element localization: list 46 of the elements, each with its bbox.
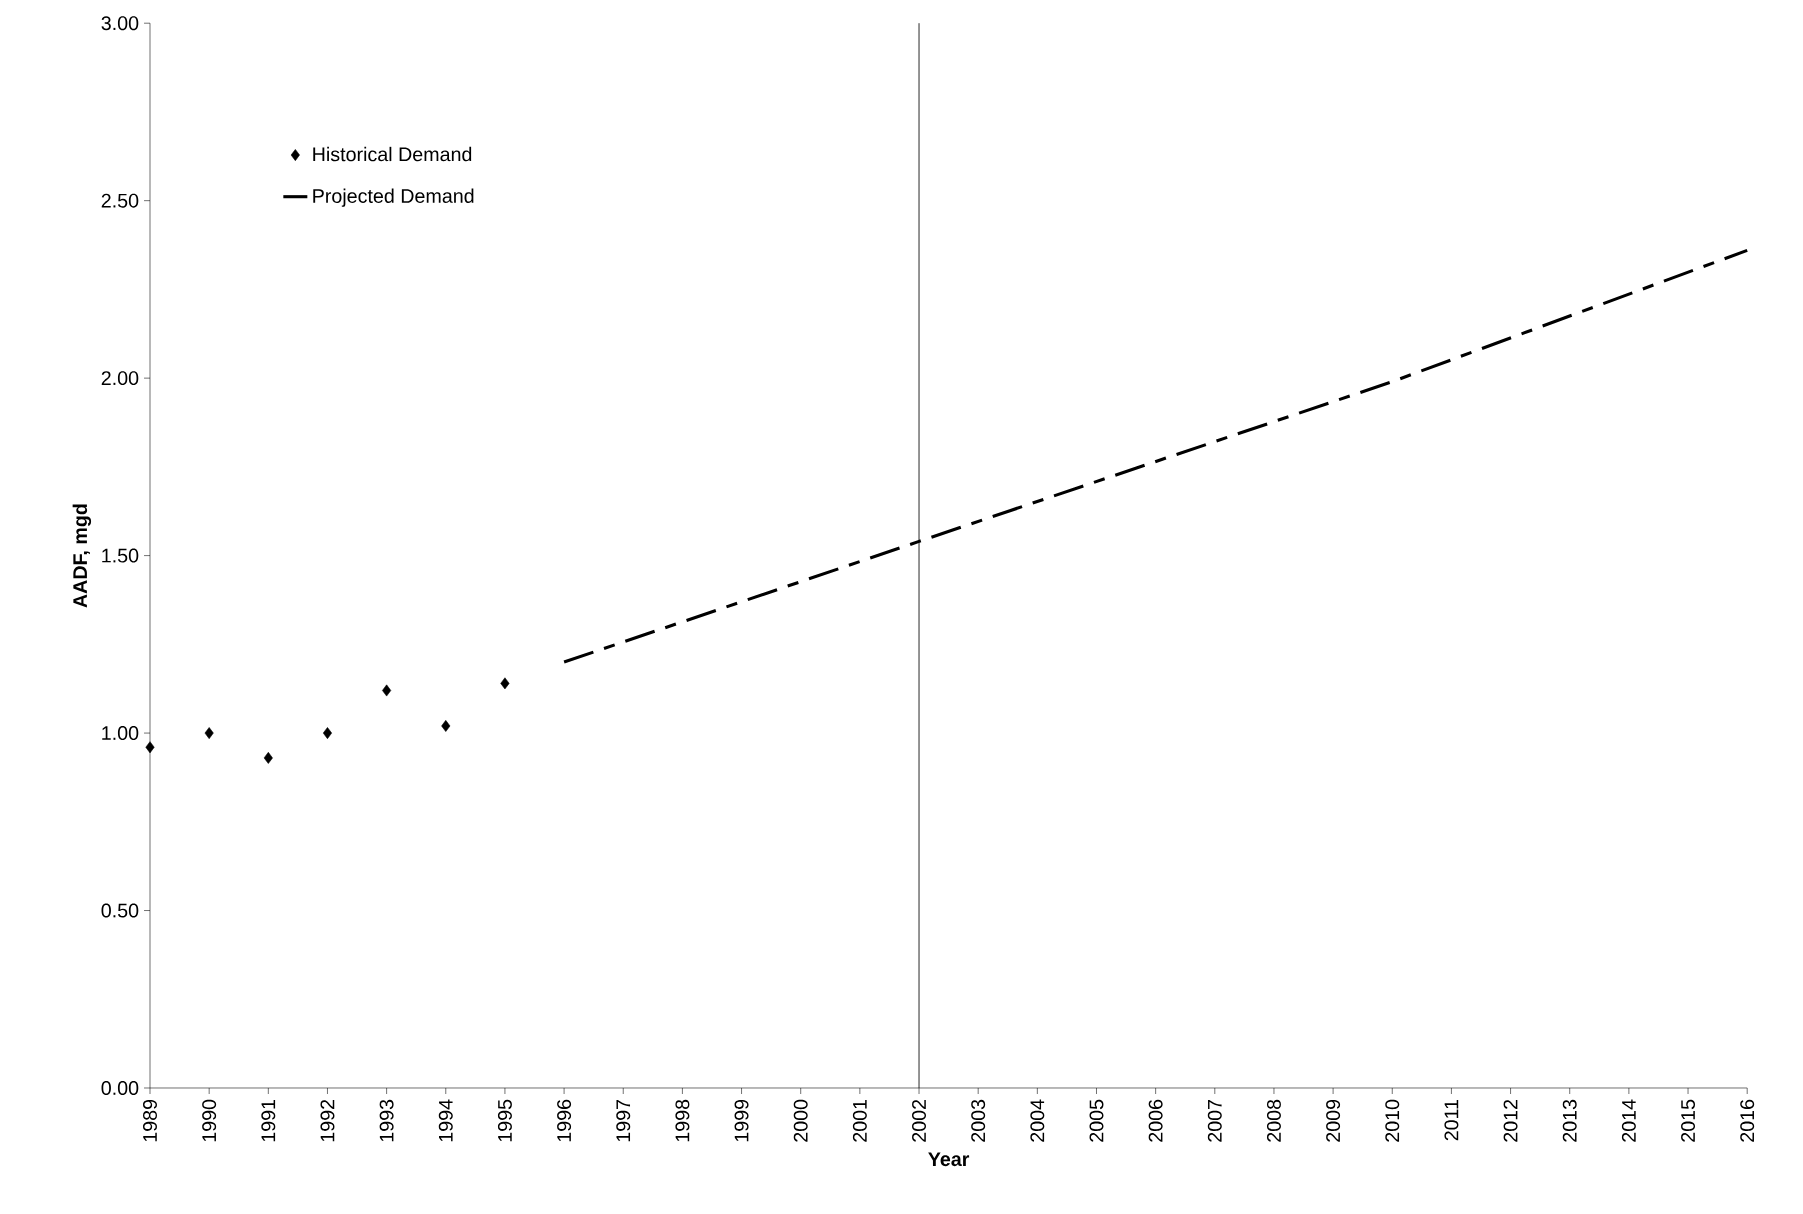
x-tick-label: 2011 [1444,1099,1459,1141]
x-tick-label: 1995 [497,1099,512,1142]
x-tick-label: 2013 [1562,1099,1577,1142]
x-tick-label: 2000 [793,1099,808,1142]
x-tick-label: 1994 [438,1099,453,1142]
x-tick-label: 2014 [1621,1099,1636,1142]
x-tick-label: 2015 [1681,1099,1696,1142]
x-tick-label: 2016 [1740,1099,1755,1142]
point [441,720,451,732]
x-tick-label: 1992 [320,1099,335,1142]
x-tick-label: 1990 [202,1099,217,1142]
x-tick-label: 1989 [143,1099,157,1142]
x-tick-label: 2002 [912,1099,926,1142]
x-tick-label: 1997 [616,1099,631,1142]
y-tick-label: 3.00 [101,16,139,31]
x-tick-label: 1993 [379,1099,394,1142]
point [263,752,273,764]
y-tick-label: 0.50 [101,903,139,918]
x-tick-label: 2010 [1385,1099,1400,1142]
legend-label: Historical Demand [313,146,472,162]
y-tick-label: 0.00 [101,1081,139,1095]
x-tick-label: 2007 [1207,1099,1222,1142]
legend-label: Projected Demand [313,188,474,207]
x-tick-label: 2001 [852,1099,867,1142]
point [500,677,510,690]
x-tick-label: 2005 [1089,1099,1104,1142]
x-tick-label: 2006 [1148,1099,1163,1142]
point [145,741,155,754]
x-tick-label: 1996 [557,1099,572,1142]
y-tick-label: 2.50 [101,193,139,208]
x-tick-label: 1998 [675,1099,690,1142]
y-tick-label: 2.00 [101,371,139,386]
y-axis-title: AADF, mgd [72,504,92,608]
point [204,727,214,739]
x-tick-label: 2012 [1503,1099,1518,1142]
x-tick-label: 2008 [1266,1099,1281,1142]
x-tick-label: 2003 [971,1099,986,1142]
x-tick-label: 2009 [1326,1099,1341,1142]
x-axis-title: Year [928,1152,970,1167]
point [382,684,392,697]
x-tick-label: 2004 [1030,1099,1045,1142]
y-tick-label: 1.00 [102,726,139,741]
x-tick-label: 1991 [261,1099,276,1142]
y-tick-label: 1.50 [102,548,139,563]
x-tick-label: 1999 [734,1099,749,1142]
point [322,727,332,739]
